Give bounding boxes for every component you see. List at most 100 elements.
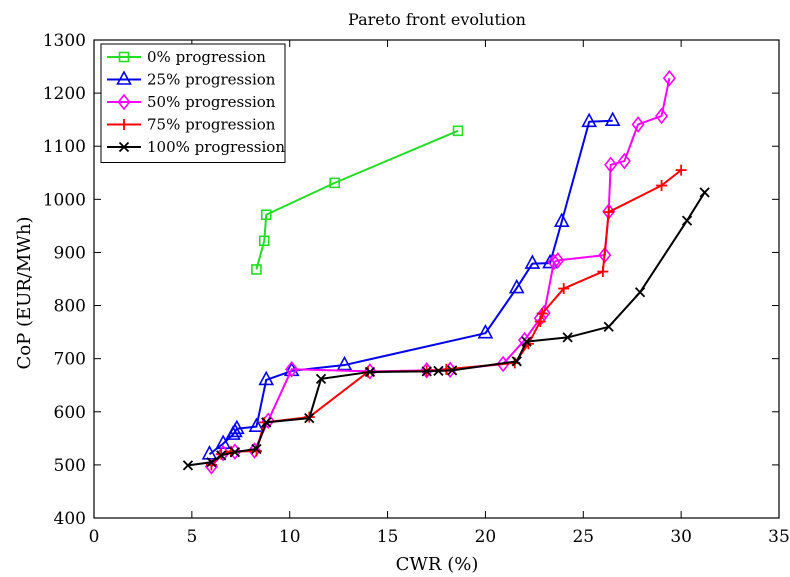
data-point [699,187,710,198]
series-3 [205,164,687,471]
legend-item-2: 50% progression [107,93,276,111]
legend-marker [118,51,130,63]
series-4 [182,187,710,471]
data-point [581,112,598,128]
data-point [631,116,645,133]
data-point [558,283,570,295]
x-tick-label: 20 [475,527,497,547]
legend-item-1: 25% progression [107,70,276,89]
x-tick-label: 35 [768,527,790,547]
x-tick-label: 25 [572,527,594,547]
y-tick-label: 800 [54,297,86,317]
series-layer [182,69,710,475]
data-point [511,356,522,367]
data-point [537,304,551,322]
legend: 0% progression 25% progression 50% progres… [100,43,286,163]
data-point [598,246,612,264]
data-point [547,253,561,271]
data-point [521,336,532,347]
data-point [681,215,693,226]
data-point [258,370,275,386]
y-tick-label: 1300 [43,31,86,51]
x-axis-label: CWR (%) [396,554,479,575]
data-point [524,254,541,269]
x-tick-label: 10 [279,527,301,547]
data-point [216,450,227,461]
legend-marker [117,93,131,111]
data-point [452,125,464,137]
data-point [201,445,218,460]
series-0 [251,125,464,275]
data-point [248,417,265,432]
data-point [215,434,232,449]
x-tick-label: 15 [377,527,399,547]
data-point [553,212,570,227]
data-point [285,360,299,378]
data-point [364,366,376,378]
y-tick-label: 500 [54,456,86,476]
legend-marker [116,70,132,85]
plot-frame [93,39,780,519]
data-point [551,252,565,269]
x-tick-label: 0 [89,527,100,547]
data-point [597,266,609,278]
data-point [206,457,217,468]
y-axis-label: CoP (EUR/MWh) [14,217,35,370]
data-point [251,443,262,455]
data-point [534,315,546,327]
data-point [315,373,327,384]
data-point [182,460,194,471]
y-tick-label: 600 [54,403,86,423]
data-point [447,365,458,376]
legend-label: 100% progression [147,138,285,156]
data-point [634,287,646,298]
data-point [229,447,241,458]
legend-label: 75% progression [147,116,276,134]
series-line-1 [208,119,613,456]
y-tick-label: 1000 [43,190,86,210]
legend-marker [118,119,130,130]
legend-marker [118,141,130,153]
data-point [562,332,573,343]
legend-label: 0% progression [147,48,266,66]
data-point [662,69,676,87]
data-point [603,321,614,332]
legend-label: 50% progression [147,93,276,111]
data-point [655,107,669,125]
data-point [617,152,631,170]
data-point [336,355,353,371]
data-point [508,278,525,294]
data-point [229,419,245,435]
data-point [304,413,315,424]
y-tick-label: 1100 [43,137,86,157]
chart-title: Pareto front evolution [348,10,526,29]
series-1 [201,111,621,460]
data-point [477,323,494,339]
series-line-0 [255,129,459,270]
data-point [603,206,615,218]
legend-item-4: 100% progression [107,138,285,156]
data-point [675,164,687,176]
x-tick-label: 30 [670,527,692,547]
y-tick-label: 900 [54,243,86,263]
data-point [496,355,510,373]
legend-box [100,43,286,163]
data-point [536,308,548,320]
y-tick-label: 1200 [43,84,86,104]
y-tick-label: 700 [54,350,86,370]
data-point [604,156,618,174]
data-point [604,111,621,127]
x-tick-label: 5 [186,527,197,547]
data-point [261,417,272,428]
data-point [260,209,272,221]
data-point [656,180,668,192]
data-point [433,365,444,377]
data-point [251,264,262,275]
data-point [258,235,270,247]
legend-item-0: 0% progression [107,48,266,66]
legend-item-3: 75% progression [107,116,276,134]
data-point [329,177,341,189]
y-tick-label: 400 [54,509,86,529]
